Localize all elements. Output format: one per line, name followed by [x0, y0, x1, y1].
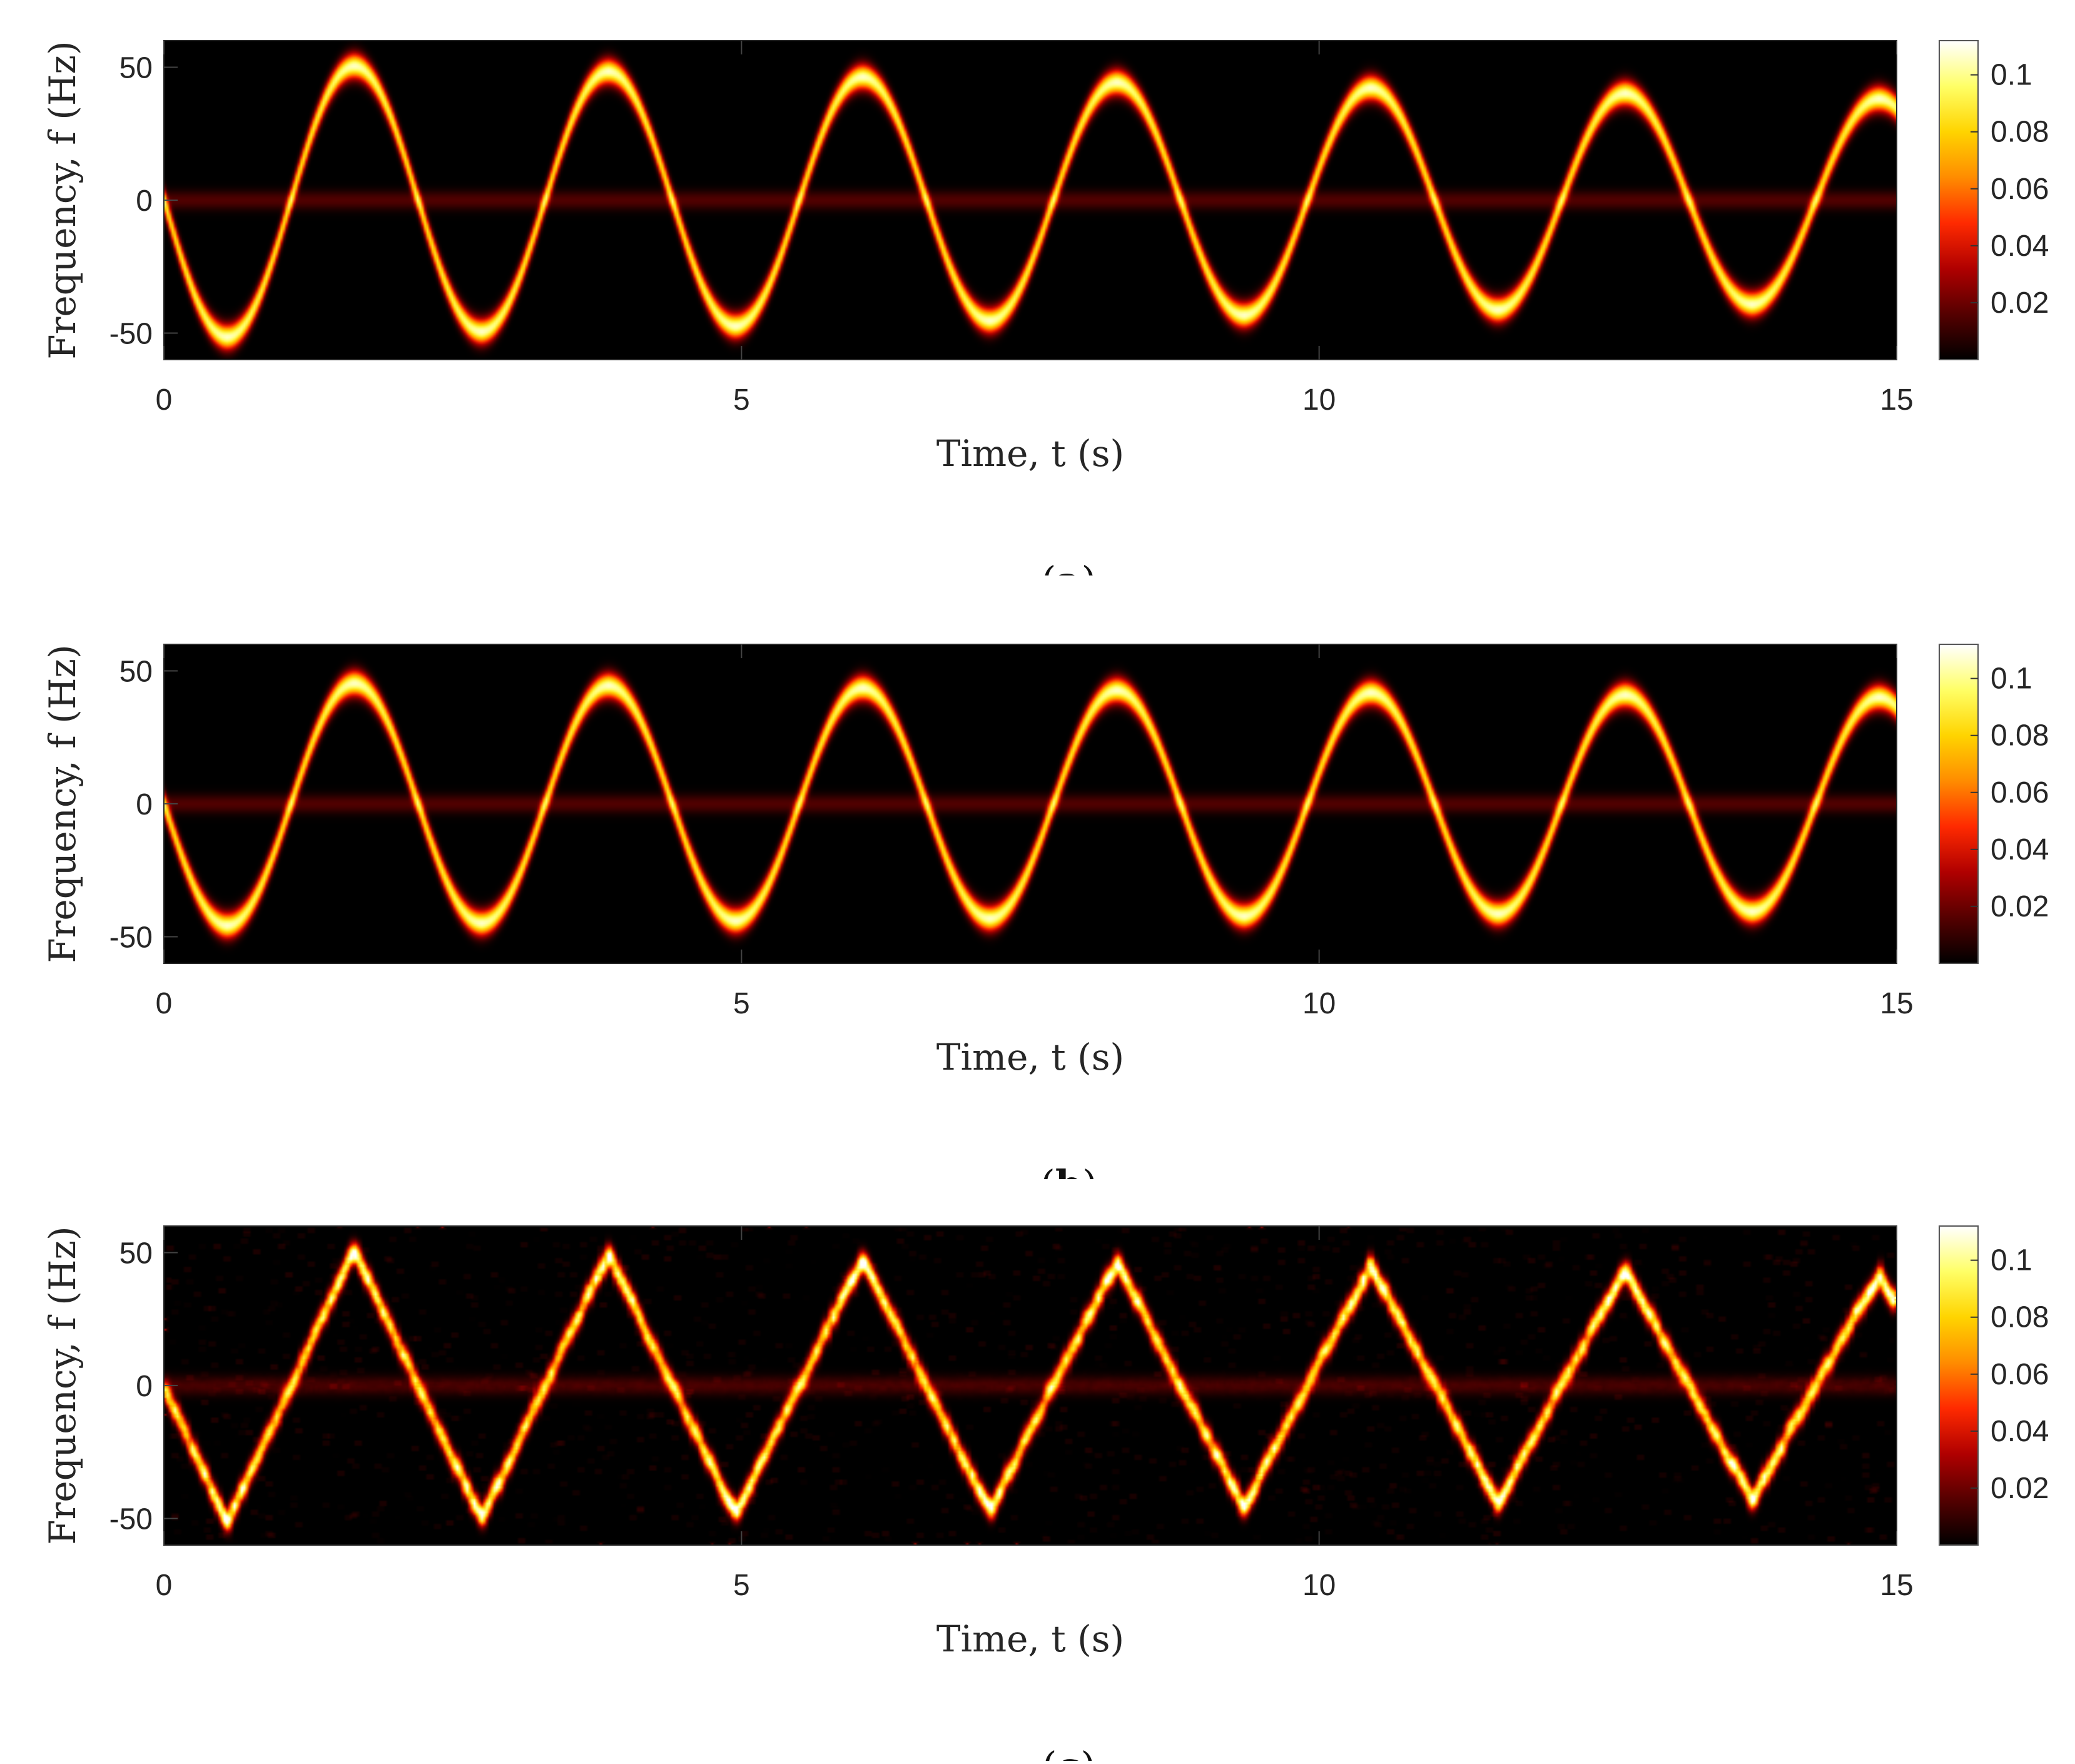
x-tick-label: 10: [1302, 383, 1336, 417]
colorbar-tick-label: 0.1: [1991, 59, 2032, 92]
colorbar-tick-label: 0.04: [1991, 230, 2049, 263]
x-tick-label: 15: [1880, 987, 1913, 1020]
x-axis-label: Time, t (s): [936, 432, 1124, 475]
x-tick-label: 0: [156, 383, 173, 417]
x-tick-label: 5: [733, 987, 750, 1020]
colorbar-tick-label: 0.1: [1991, 1244, 2032, 1277]
x-tick-label: 0: [156, 987, 173, 1020]
y-tick-label: 0: [136, 1370, 153, 1403]
colorbar-tick-label: 0.08: [1991, 1301, 2049, 1334]
x-tick-label: 5: [733, 383, 750, 417]
y-axis-label: Frequency, f (Hz): [41, 41, 84, 359]
x-tick-label: 0: [156, 1569, 173, 1602]
spectrogram-heatmap: [164, 41, 1897, 360]
colorbar: [1939, 40, 1979, 360]
x-axis-label: Time, t (s): [936, 1036, 1124, 1078]
colorbar: [1939, 1225, 1979, 1546]
colorbar: [1939, 644, 1979, 964]
colorbar-tick-label: 0.06: [1991, 1358, 2049, 1391]
x-tick-label: 10: [1302, 987, 1336, 1020]
y-tick-label: 50: [119, 1237, 153, 1270]
y-tick-label: -50: [109, 921, 153, 955]
y-tick-label: -50: [109, 1503, 153, 1536]
colorbar-tick-label: 0.02: [1991, 286, 2049, 320]
x-tick-label: 15: [1880, 1569, 1913, 1602]
y-tick-label: 50: [119, 656, 153, 689]
colorbar-tick-label: 0.06: [1991, 776, 2049, 809]
chart-panel-a: 0 5 10 15 -50 0 50 Time, t (s) Frequency, f (Hz)…: [0, 0, 2075, 604]
colorbar-tick-label: 0.1: [1991, 662, 2032, 696]
x-tick-label: 5: [733, 1569, 750, 1602]
y-axis-label: Frequency, f (Hz): [41, 644, 84, 963]
y-tick-label: 0: [136, 185, 153, 218]
panel-caption: (c): [1042, 1743, 1095, 1761]
spectrogram-heatmap: [164, 644, 1897, 963]
x-tick-label: 15: [1880, 383, 1913, 417]
colorbar-tick-label: 0.04: [1991, 833, 2049, 866]
colorbar-tick-label: 0.08: [1991, 116, 2049, 149]
colorbar-tick-label: 0.02: [1991, 890, 2049, 923]
chart-panel-b: 0 5 10 15 -50 0 50 Time, t (s) Frequency, f (Hz)…: [0, 604, 2075, 1207]
colorbar-tick-label: 0.04: [1991, 1415, 2049, 1448]
x-axis-label: Time, t (s): [936, 1618, 1124, 1660]
x-tick-label: 10: [1302, 1569, 1336, 1602]
colorbar-tick-label: 0.02: [1991, 1472, 2049, 1505]
y-tick-label: 50: [119, 52, 153, 85]
y-tick-label: -50: [109, 318, 153, 351]
panel-caption: (b): [1040, 1162, 1098, 1179]
panel-caption: (a): [1041, 558, 1097, 575]
colorbar-tick-label: 0.06: [1991, 173, 2049, 206]
y-axis-label: Frequency, f (Hz): [41, 1226, 84, 1544]
y-tick-label: 0: [136, 788, 153, 821]
spectrogram-heatmap: [164, 1226, 1897, 1545]
chart-panel-c: 0 5 10 15 -50 0 50 Time, t (s) Frequency, f (Hz)…: [0, 1185, 2075, 1764]
colorbar-tick-label: 0.08: [1991, 719, 2049, 753]
